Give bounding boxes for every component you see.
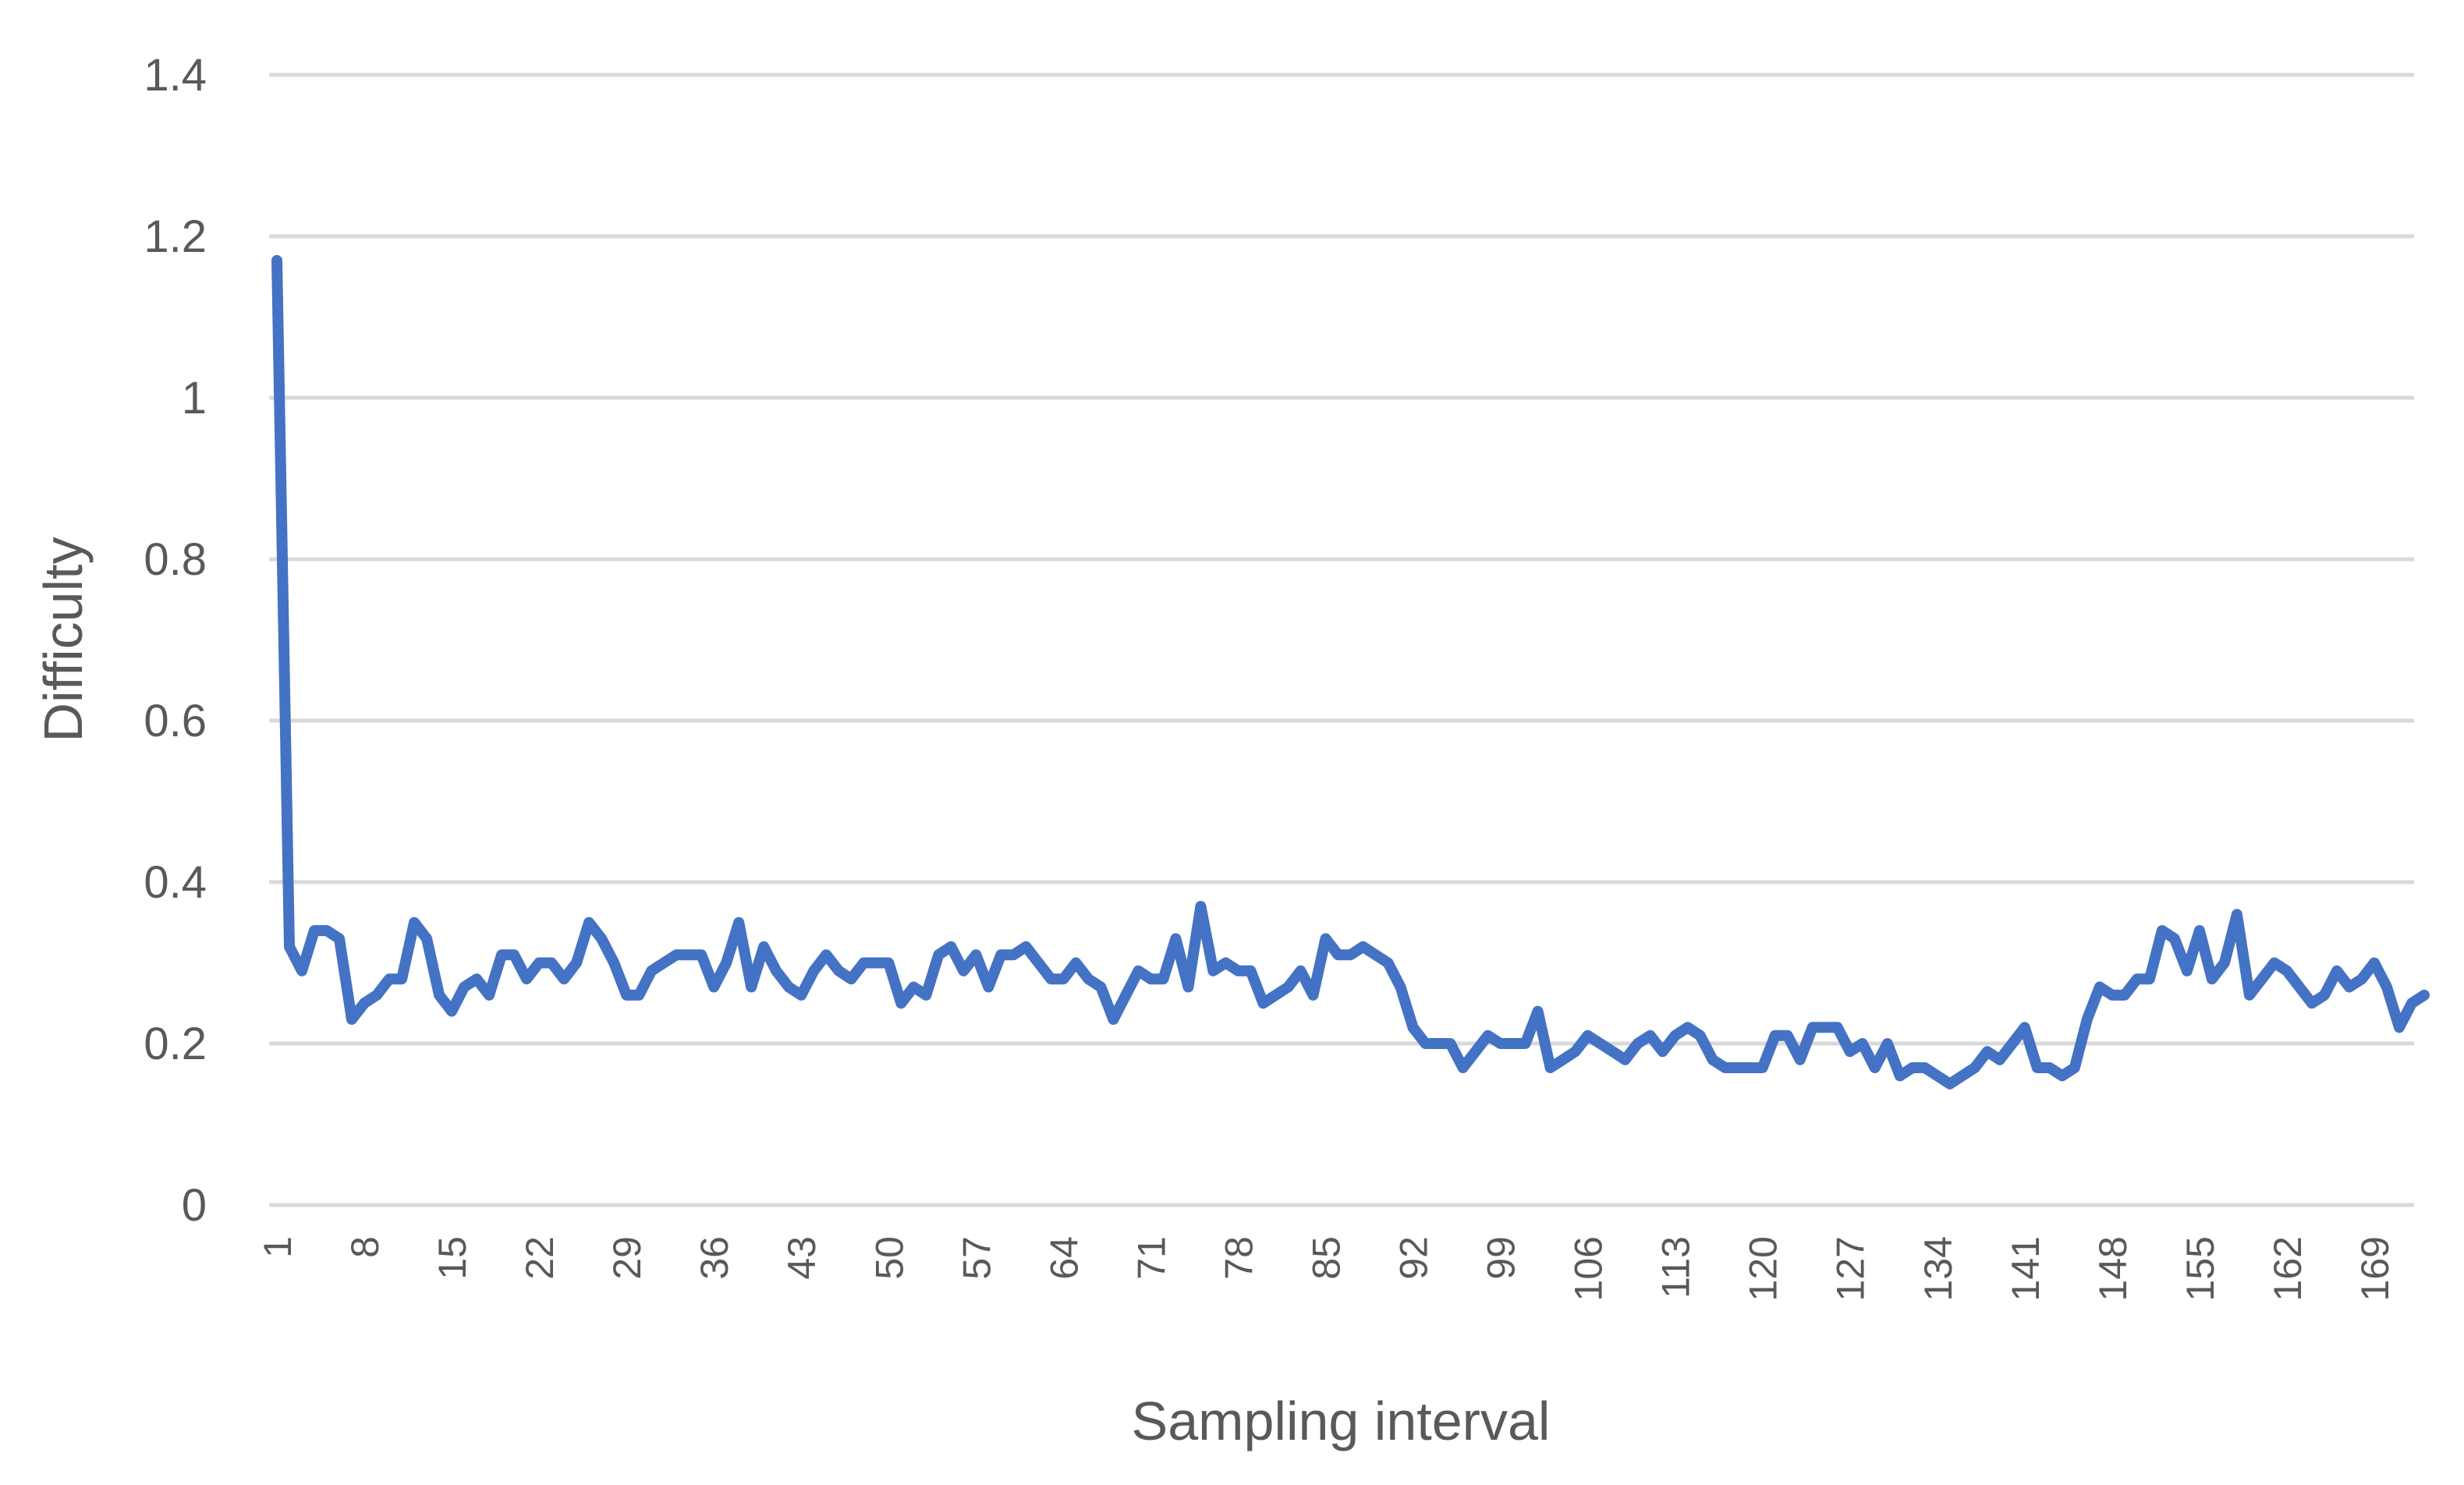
x-axis-tick-labels: 1 8 15 22 29 36 43 50 57 64 71 78 85 92 99 106 113 120 127… bbox=[256, 1236, 2397, 1301]
y-tick-label: 1 bbox=[182, 373, 207, 424]
x-tick-label: 92 bbox=[1392, 1236, 1436, 1280]
x-tick-label: 78 bbox=[1217, 1236, 1260, 1280]
x-tick-label: 8 bbox=[343, 1236, 387, 1258]
y-tick-label: 1.2 bbox=[144, 211, 207, 262]
series-layer bbox=[271, 255, 2430, 1090]
gridlines bbox=[269, 73, 2414, 1207]
x-tick-label: 169 bbox=[2353, 1236, 2397, 1301]
x-tick-label: 36 bbox=[693, 1236, 736, 1280]
y-tick-label: 0 bbox=[182, 1180, 207, 1231]
x-tick-label: 162 bbox=[2266, 1236, 2310, 1301]
x-axis-title: Sampling interval bbox=[1132, 1391, 1551, 1451]
x-tick-label: 85 bbox=[1304, 1236, 1348, 1280]
x-tick-label: 127 bbox=[1829, 1236, 1873, 1301]
y-axis-title: Difficulty bbox=[33, 537, 94, 742]
x-tick-label: 71 bbox=[1129, 1236, 1173, 1280]
x-tick-label: 106 bbox=[1567, 1236, 1611, 1301]
x-tick-label: 22 bbox=[518, 1236, 562, 1280]
y-tick-label: 0.4 bbox=[144, 857, 207, 908]
y-tick-label: 0.8 bbox=[144, 534, 207, 585]
x-tick-label: 1 bbox=[256, 1236, 300, 1258]
x-tick-label: 155 bbox=[2179, 1236, 2222, 1301]
series-line-0 bbox=[271, 255, 2430, 1090]
y-axis-tick-labels: 0 0.2 0.4 0.6 0.8 1 1.2 1.4 bbox=[144, 50, 207, 1231]
x-tick-label: 141 bbox=[2004, 1236, 2047, 1301]
x-tick-label: 113 bbox=[1654, 1236, 1698, 1299]
x-tick-label: 57 bbox=[955, 1236, 998, 1280]
x-tick-label: 15 bbox=[431, 1236, 474, 1280]
x-tick-label: 148 bbox=[2091, 1236, 2135, 1301]
x-tick-label: 29 bbox=[605, 1236, 649, 1280]
x-tick-label: 43 bbox=[780, 1236, 824, 1280]
y-tick-label: 1.4 bbox=[144, 50, 207, 101]
x-tick-label: 64 bbox=[1042, 1236, 1086, 1280]
x-tick-label: 50 bbox=[867, 1236, 911, 1280]
x-tick-label: 99 bbox=[1480, 1236, 1523, 1280]
y-tick-label: 0.2 bbox=[144, 1019, 207, 1069]
x-tick-label: 120 bbox=[1742, 1236, 1785, 1301]
y-tick-label: 0.6 bbox=[144, 696, 207, 746]
x-tick-label: 134 bbox=[1916, 1236, 1960, 1301]
